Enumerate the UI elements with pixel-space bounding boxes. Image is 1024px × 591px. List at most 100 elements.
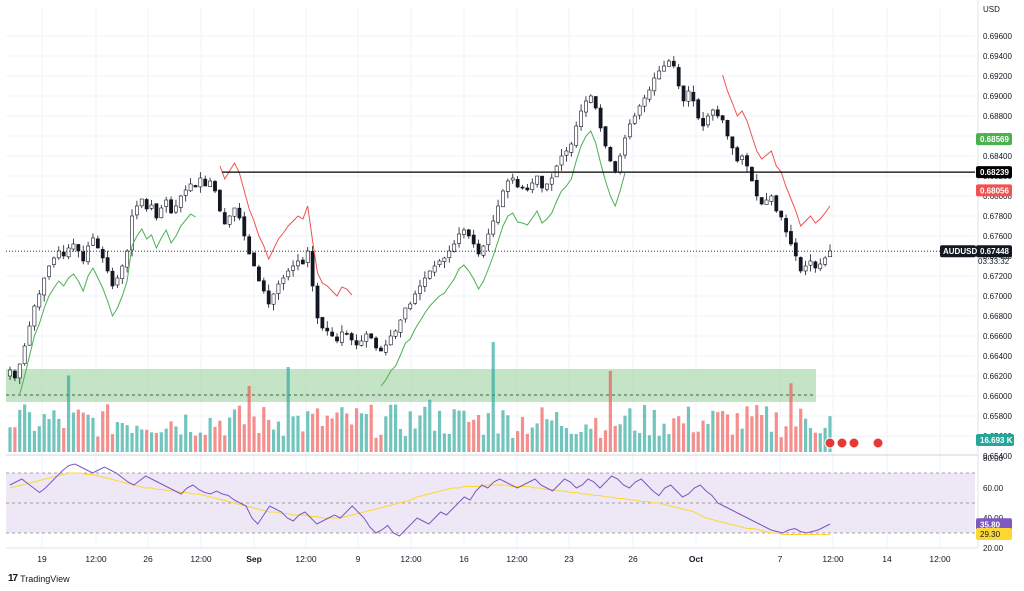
candle-body[interactable]: [271, 293, 276, 305]
candle-body[interactable]: [828, 250, 832, 258]
candle-body[interactable]: [369, 333, 374, 339]
candle-body[interactable]: [725, 120, 730, 137]
candle-body[interactable]: [344, 333, 349, 335]
candle-body[interactable]: [681, 85, 686, 102]
candle-body[interactable]: [393, 330, 398, 337]
candle-body[interactable]: [535, 175, 540, 185]
candle-body[interactable]: [100, 249, 105, 259]
candle-body[interactable]: [120, 265, 125, 280]
candle-body[interactable]: [198, 177, 203, 188]
candle-body[interactable]: [491, 220, 496, 235]
candle-body[interactable]: [657, 70, 662, 80]
candle-body[interactable]: [764, 199, 769, 205]
economic-event-icon[interactable]: [824, 437, 836, 449]
candle-body[interactable]: [154, 203, 159, 219]
candle-body[interactable]: [66, 247, 71, 258]
candle-body[interactable]: [793, 242, 798, 257]
candle-body[interactable]: [735, 147, 740, 162]
candle-body[interactable]: [588, 95, 593, 103]
candle-body[interactable]: [462, 229, 466, 235]
candle-body[interactable]: [149, 204, 154, 209]
candle-body[interactable]: [769, 195, 774, 202]
candle-body[interactable]: [257, 266, 261, 282]
candle-body[interactable]: [86, 245, 90, 263]
candle-body[interactable]: [125, 250, 130, 268]
candle-body[interactable]: [364, 333, 369, 342]
candle-body[interactable]: [354, 340, 359, 346]
economic-event-icon[interactable]: [848, 437, 860, 449]
candle-body[interactable]: [627, 123, 632, 138]
candle-body[interactable]: [545, 183, 549, 190]
candle-body[interactable]: [691, 91, 696, 102]
candle-body[interactable]: [818, 263, 823, 269]
candle-body[interactable]: [481, 245, 486, 256]
candle-body[interactable]: [466, 229, 471, 237]
candle-body[interactable]: [222, 212, 227, 225]
candle-body[interactable]: [798, 257, 803, 272]
candle-body[interactable]: [686, 90, 691, 102]
candle-body[interactable]: [247, 236, 252, 255]
candle-body[interactable]: [476, 243, 481, 255]
candle-body[interactable]: [740, 155, 745, 160]
candle-body[interactable]: [789, 231, 793, 245]
candle-body[interactable]: [42, 277, 47, 296]
candle-body[interactable]: [432, 265, 437, 273]
candle-body[interactable]: [784, 218, 788, 233]
candle-body[interactable]: [349, 333, 354, 341]
candle-body[interactable]: [310, 251, 315, 287]
candle-body[interactable]: [779, 210, 784, 218]
candle-body[interactable]: [496, 205, 500, 223]
candle-body[interactable]: [613, 161, 618, 172]
candle-body[interactable]: [169, 199, 173, 214]
candle-body[interactable]: [637, 105, 642, 116]
candle-body[interactable]: [17, 363, 22, 379]
candle-body[interactable]: [608, 146, 613, 162]
candle-body[interactable]: [95, 238, 100, 249]
candle-body[interactable]: [442, 257, 447, 262]
candle-body[interactable]: [452, 243, 457, 252]
candle-body[interactable]: [359, 340, 364, 346]
candle-body[interactable]: [540, 175, 544, 189]
candle-body[interactable]: [335, 336, 339, 342]
candle-body[interactable]: [584, 100, 588, 113]
candle-body[interactable]: [569, 143, 574, 153]
candle-body[interactable]: [447, 250, 452, 258]
candle-body[interactable]: [579, 110, 583, 127]
candle-body[interactable]: [232, 207, 237, 217]
candle-body[interactable]: [408, 303, 413, 309]
candle-body[interactable]: [398, 319, 403, 333]
candle-body[interactable]: [203, 178, 208, 187]
candle-body[interactable]: [501, 190, 505, 208]
candle-body[interactable]: [696, 99, 701, 119]
candle-body[interactable]: [598, 107, 603, 129]
candle-body[interactable]: [750, 166, 754, 182]
candle-body[interactable]: [315, 285, 320, 319]
candle-body[interactable]: [706, 115, 710, 126]
candle-body[interactable]: [266, 290, 271, 305]
candle-body[interactable]: [242, 216, 247, 237]
candle-body[interactable]: [193, 185, 198, 188]
candle-body[interactable]: [130, 215, 134, 251]
candle-body[interactable]: [745, 155, 749, 167]
candle-body[interactable]: [418, 285, 422, 294]
candle-body[interactable]: [52, 257, 56, 265]
candle-body[interactable]: [115, 277, 120, 286]
candle-body[interactable]: [325, 327, 330, 332]
candle-body[interactable]: [330, 331, 335, 337]
candle-body[interactable]: [647, 89, 652, 100]
candle-body[interactable]: [286, 270, 291, 278]
candle-body[interactable]: [110, 270, 115, 287]
candle-body[interactable]: [774, 195, 779, 212]
candle-body[interactable]: [662, 65, 666, 72]
candle-body[interactable]: [174, 205, 178, 213]
candle-body[interactable]: [574, 125, 579, 146]
candle-body[interactable]: [471, 234, 476, 245]
candle-body[interactable]: [754, 179, 759, 197]
candle-body[interactable]: [291, 265, 295, 271]
candle-body[interactable]: [520, 186, 525, 189]
candle-body[interactable]: [139, 198, 144, 207]
candle-body[interactable]: [227, 215, 232, 225]
candle-body[interactable]: [27, 325, 32, 346]
candle-body[interactable]: [427, 270, 432, 279]
candle-body[interactable]: [437, 260, 442, 265]
